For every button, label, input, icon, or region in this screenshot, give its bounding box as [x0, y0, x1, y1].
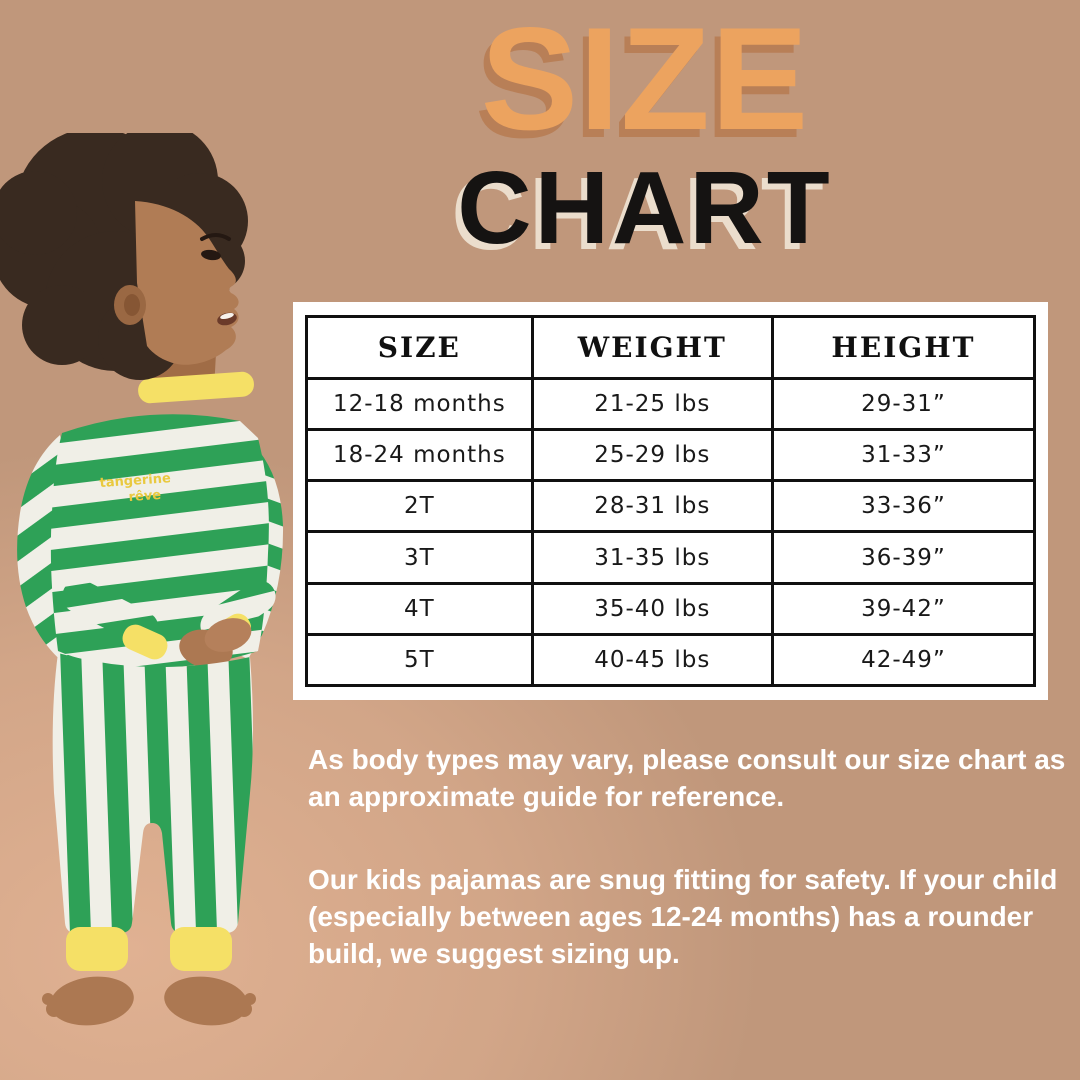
- header-row: SIZE WEIGHT HEIGHT: [305, 315, 1037, 380]
- column-header-weight: WEIGHT: [530, 315, 774, 380]
- cell-height: 31-33”: [770, 428, 1037, 483]
- cell-height: 39-42”: [770, 581, 1037, 636]
- cell-size: 3T: [305, 530, 534, 585]
- cell-height: 33-36”: [770, 479, 1037, 534]
- collar-trim: [138, 371, 254, 404]
- table-row: 18-24 months 25-29 lbs 31-33”: [305, 428, 1037, 483]
- child-photo-illustration: tangerine rêve: [0, 133, 284, 1026]
- cell-weight: 25-29 lbs: [530, 428, 774, 483]
- brand-text: tangerine rêve: [99, 471, 171, 505]
- cell-height: 29-31”: [770, 376, 1037, 432]
- cell-weight: 28-31 lbs: [530, 479, 774, 534]
- pajama-pants: [52, 653, 253, 933]
- table-row: 4T 35-40 lbs 39-42”: [305, 581, 1037, 636]
- child-head: [0, 133, 248, 380]
- child-hands: [179, 618, 252, 669]
- cell-weight: 21-25 lbs: [530, 376, 774, 432]
- note-reference: As body types may vary, please consult o…: [308, 744, 1066, 812]
- child-feet: [42, 976, 256, 1026]
- cell-size: 18-24 months: [305, 428, 534, 483]
- cell-size: 2T: [305, 479, 534, 534]
- child-ear-inner: [124, 294, 140, 316]
- child-eye: [201, 249, 221, 261]
- table-row: 3T 31-35 lbs 36-39”: [305, 530, 1037, 585]
- cell-weight: 35-40 lbs: [530, 581, 774, 636]
- child-teeth: [220, 312, 234, 320]
- size-chart-card: SIZE WEIGHT HEIGHT 12-18 months 21-25 lb…: [293, 302, 1048, 700]
- cell-size: 12-18 months: [305, 376, 534, 432]
- note-sizing-up: Our kids pajamas are snug fitting for sa…: [308, 864, 1058, 969]
- column-header-height: HEIGHT: [770, 315, 1037, 380]
- svg-text:tangerine: tangerine: [99, 471, 171, 491]
- cell-height: 42-49”: [770, 632, 1037, 688]
- title-chart: CHART: [457, 150, 833, 265]
- cell-weight: 31-35 lbs: [530, 530, 774, 585]
- table-row: 5T 40-45 lbs 42-49”: [305, 632, 1037, 688]
- cell-weight: 40-45 lbs: [530, 632, 774, 688]
- size-chart-table: SIZE WEIGHT HEIGHT 12-18 months 21-25 lb…: [305, 315, 1037, 688]
- child-eyebrow: [200, 233, 231, 241]
- cell-size: 5T: [305, 632, 534, 688]
- cell-height: 36-39”: [770, 530, 1037, 585]
- title-size: SIZE: [480, 0, 810, 160]
- child-face: [135, 201, 239, 365]
- column-header-size: SIZE: [305, 315, 534, 380]
- cell-size: 4T: [305, 581, 534, 636]
- ankle-cuffs: [66, 927, 232, 971]
- svg-text:rêve: rêve: [128, 488, 162, 505]
- table-row: 2T 28-31 lbs 33-36”: [305, 479, 1037, 534]
- table-row: 12-18 months 21-25 lbs 29-31”: [305, 376, 1037, 432]
- notes-block: As body types may vary, please consult o…: [308, 741, 1078, 972]
